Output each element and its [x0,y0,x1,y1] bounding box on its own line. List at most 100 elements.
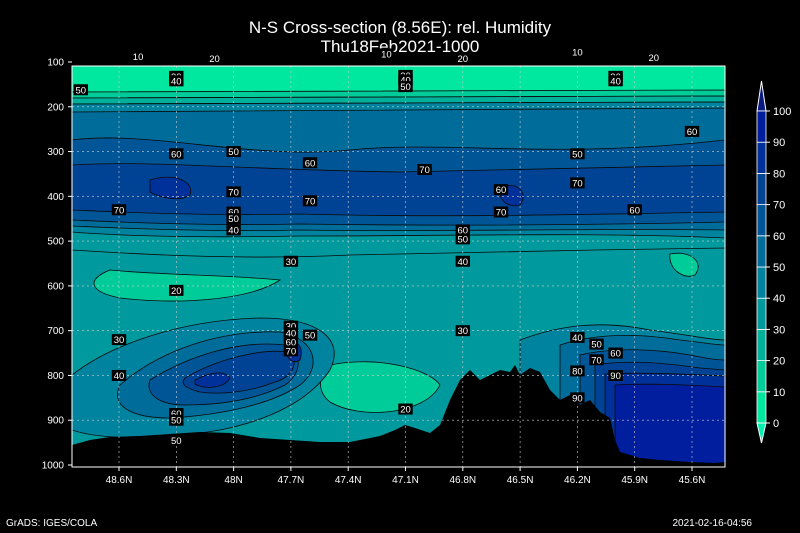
contour-label-text: 60 [286,337,297,348]
contour-label-text: 40 [610,76,621,87]
contour-label-text: 50 [228,147,239,158]
contour-label: 60 [169,408,184,420]
contour-label-text: 50 [171,416,182,427]
footer-timestamp: 2021-02-16-04:56 [672,518,752,529]
x-tick-label: 45.6N [679,475,706,486]
contour-label-text: 40 [114,371,125,382]
contour-label-text: 20 [649,53,660,64]
contour-label: 20 [455,52,470,65]
contour-label-bg [379,48,394,60]
contour-label: 10 [379,48,394,60]
x-tick-label: 47.4N [335,475,362,486]
contour-label: 40 [226,224,241,236]
y-tick-label: 500 [47,237,64,248]
contour-label: 60 [455,224,470,236]
contour-label-bg [73,84,88,96]
contour-label-text: 60 [496,185,507,196]
contour-label: 20 [207,52,222,65]
contour-label-text: 50 [228,214,239,225]
contour-label-text: 40 [458,257,469,268]
contour-label: 70 [283,345,299,357]
contour-label: 70 [226,186,241,198]
band-upper-20 [72,95,725,105]
contour-label-bg [608,347,623,359]
contour-label: 50 [398,81,413,93]
colorbar: 0 10 20 30 40 50 60 70 80 90 100 [756,80,791,444]
colorbar-swatch [756,235,767,268]
blob-nw-80a [194,372,231,388]
contour-label-text: 60 [171,149,182,160]
contour-label-text: 60 [305,158,316,169]
contour-label: 50 [226,146,241,158]
contour-label-bg [455,325,470,337]
contour-label: 40 [455,255,470,268]
contour-label: 50 [169,434,184,447]
x-tick-label: 48.3N [163,475,190,486]
colorbar-label: 90 [773,137,785,149]
y-tick-label: 800 [47,371,64,382]
colorbar-swatch [756,297,767,330]
contour-label-text: 70 [419,165,430,176]
contour-label-text: 70 [114,205,125,216]
contour-label-bg [283,327,299,339]
contour-label: 30 [283,320,299,333]
colorbar-swatch [756,328,767,361]
y-tick-label: 900 [47,416,64,427]
contour-label-text: 10 [381,49,392,60]
colorbar-label: 80 [773,168,785,180]
contour-label-bg [169,284,184,296]
contour-label-text: 40 [400,75,411,86]
contour-label-bg [283,255,299,267]
contour-label-bg [226,146,241,158]
contour-label: 20 [398,403,413,416]
contour-label-text: 60 [171,409,182,420]
contour-label-text: 70 [572,178,583,189]
contour-label-text: 70 [286,346,297,357]
contour-label-text: 30 [458,326,469,337]
contour-label-text: 40 [228,225,239,236]
contour-label-bg [169,434,184,446]
contour-label: 60 [302,157,318,169]
contour-label-text: 30 [286,257,297,268]
contour-label-text: 50 [572,149,583,160]
contour-label: 50 [570,148,585,160]
x-tick-label: 45.9N [621,475,648,486]
contour-label: 50 [455,233,470,245]
contour-label-bg [608,75,623,87]
contour-label-text: 50 [458,234,469,245]
footer-credit: GrADS: IGES/COLA [6,518,98,529]
colorbar-swatch [756,391,767,424]
colorbar-label: 30 [773,324,785,336]
contour-label-text: 60 [687,127,698,138]
contour-label: 60 [226,206,241,219]
contour-label-bg [570,331,585,343]
x-tick-label: 47.7N [278,475,305,486]
contour-label-text: 50 [591,340,602,351]
contour-label-bg [455,233,470,245]
contour-label: 40 [398,74,413,86]
band-upper-10 [72,89,725,99]
contour-label-bg [283,320,299,332]
x-tick-label: 46.8N [449,475,476,486]
contour-label: 60 [169,148,184,160]
contour-label-text: 60 [629,205,640,216]
contour-label: 80 [570,365,585,377]
colorbar-label: 20 [773,356,785,368]
x-tick-label: 46.2N [564,475,591,486]
terrain [72,365,725,467]
contour-label-bg [169,408,184,420]
contour-label: 40 [111,369,127,382]
y-tick-label: 600 [47,281,64,292]
colorbar-label: 0 [773,418,779,430]
y-tick-label: 400 [47,192,64,203]
contour-label-text: 30 [286,322,297,333]
contour-label-bg [570,148,585,160]
contour-label-bg [570,365,585,377]
contour-label-bg [169,414,184,426]
contour-label-text: 90 [610,371,621,382]
contour-label-bg [589,338,604,350]
contour-label: 30 [455,325,470,337]
contour-label-bg [627,204,642,216]
contour-label-bg [398,74,413,86]
